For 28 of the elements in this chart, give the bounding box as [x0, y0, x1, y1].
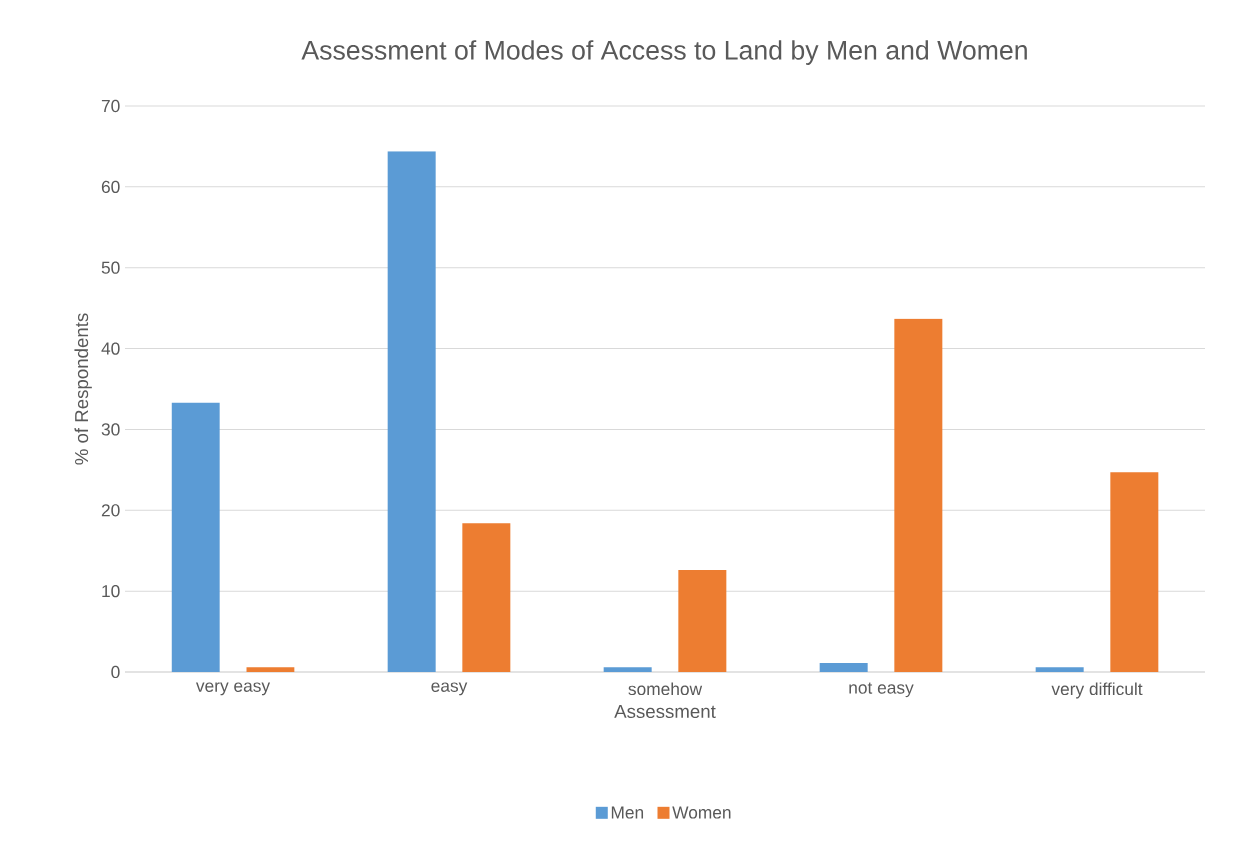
- y-tick-label: 40: [101, 342, 120, 355]
- chart-title: Assessment of Modes of Access to Land by Men and Women: [301, 40, 1027, 65]
- x-tick-label: somehow: [628, 682, 703, 696]
- bar: [1035, 667, 1084, 672]
- y-axis-title: % of Respondents: [74, 313, 92, 465]
- bar: [603, 667, 652, 672]
- bar: [462, 523, 511, 672]
- legend-label: Women: [672, 806, 731, 819]
- bar: [387, 151, 436, 672]
- y-tick-label: 50: [101, 261, 120, 274]
- y-tick-label: 30: [101, 423, 120, 436]
- bar: [678, 570, 727, 672]
- y-tick-label: 0: [111, 665, 120, 679]
- bar: [171, 402, 220, 672]
- x-tick-label: not easy: [849, 682, 914, 698]
- x-axis-title: Assessment: [614, 705, 716, 719]
- bar: [246, 667, 295, 672]
- x-tick-label: very difficult: [1051, 682, 1143, 699]
- y-tick-label: 70: [101, 99, 120, 113]
- y-tick-label: 20: [101, 504, 120, 517]
- x-tick-label: very easy: [195, 682, 271, 696]
- bar: [1110, 472, 1159, 672]
- bar: [894, 318, 943, 672]
- y-tick-label: 60: [101, 180, 120, 193]
- legend-label: Men: [611, 806, 644, 819]
- y-tick-label: 10: [102, 584, 120, 598]
- bar: [819, 663, 868, 672]
- x-tick-label: easy: [431, 682, 468, 696]
